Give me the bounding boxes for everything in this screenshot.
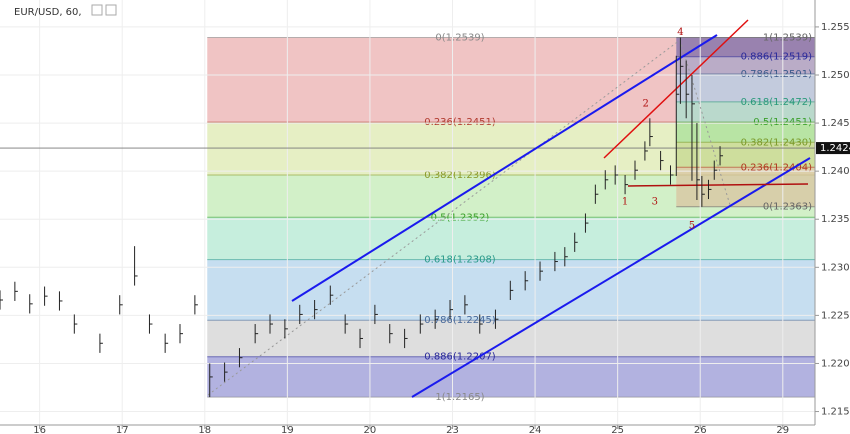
channel-line [291,34,718,302]
y-tick-label: 1.2150 [821,407,850,418]
y-tick-label: 1.2500 [821,70,850,81]
fib-band [207,356,815,398]
chart-title: EUR/USD, 60, [14,7,82,18]
fib-label: 0.618(1.2308) [424,255,496,266]
fib-band [676,37,815,57]
fib-label: 0.382(1.2396) [424,170,496,181]
fib-layer: 0(1.2539)0.236(1.2451)0.382(1.2396)0.5(1… [207,33,815,403]
fib-label: 0.886(1.2207) [424,352,496,363]
trend-dotted [679,39,731,206]
y-tick-label: 1.2200 [821,358,850,369]
fib-label: 0(1.2539) [435,33,484,44]
x-tick-label: 26 [694,425,707,434]
x-tick-label: 18 [198,425,211,434]
x-tick-label: 23 [446,425,459,434]
annotation-layer: 1 2 3 4 5 [622,27,695,231]
icon[interactable] [91,4,103,16]
drawing-layer [207,19,811,398]
fib-band [676,122,815,143]
channel-line [411,157,811,398]
fib-label: 0.786(1.2245) [424,315,496,326]
fib-band [207,217,815,260]
x-tick-label: 16 [33,425,46,434]
wave-label: 5 [689,220,695,231]
fib-band [676,56,815,75]
fib-label: 1(1.2539) [763,33,812,44]
wave-label: 4 [677,27,683,38]
wave-label: 2 [643,98,649,109]
fib-band [676,101,815,123]
x-tick-label: 20 [364,425,377,434]
y-tick-label: 1.2300 [821,262,850,273]
fib-label: 0.236(1.2404) [741,162,813,173]
fib-label: 0(1.2363) [763,202,812,213]
x-tick-label: 19 [281,425,294,434]
x-tick-label: 29 [776,425,789,434]
last-price-label: 1.2424 [820,143,850,154]
wave-label: 3 [652,196,658,207]
y-tick-label: 1.2350 [821,214,850,225]
fib-band [676,167,815,207]
y-tick-label: 1.2550 [821,22,850,33]
axis-layer: 161718192023242526291.21501.22001.22501.… [33,22,850,434]
fib-label: 0.886(1.2519) [741,52,813,63]
y-tick-label: 1.2450 [821,118,850,129]
icon[interactable] [105,4,117,16]
fib-label: 0.618(1.2472) [741,97,813,108]
bar-layer [0,37,724,398]
wave-label: 1 [622,196,628,207]
red-line [627,183,809,187]
fib-label: 1(1.2165) [435,392,484,403]
x-tick-label: 25 [611,425,624,434]
fib-label: 0.382(1.2430) [741,137,813,148]
fib-band [676,74,815,102]
grid-layer [0,0,815,425]
y-tick-label: 1.2250 [821,310,850,321]
x-tick-label: 24 [529,425,542,434]
last-price-box [816,142,850,155]
trend-dotted [207,39,681,396]
fib-label: 0.5(1.2352) [431,212,490,223]
fib-band [676,142,815,168]
x-tick-label: 17 [116,425,129,434]
y-tick-label: 1.2400 [821,166,850,177]
